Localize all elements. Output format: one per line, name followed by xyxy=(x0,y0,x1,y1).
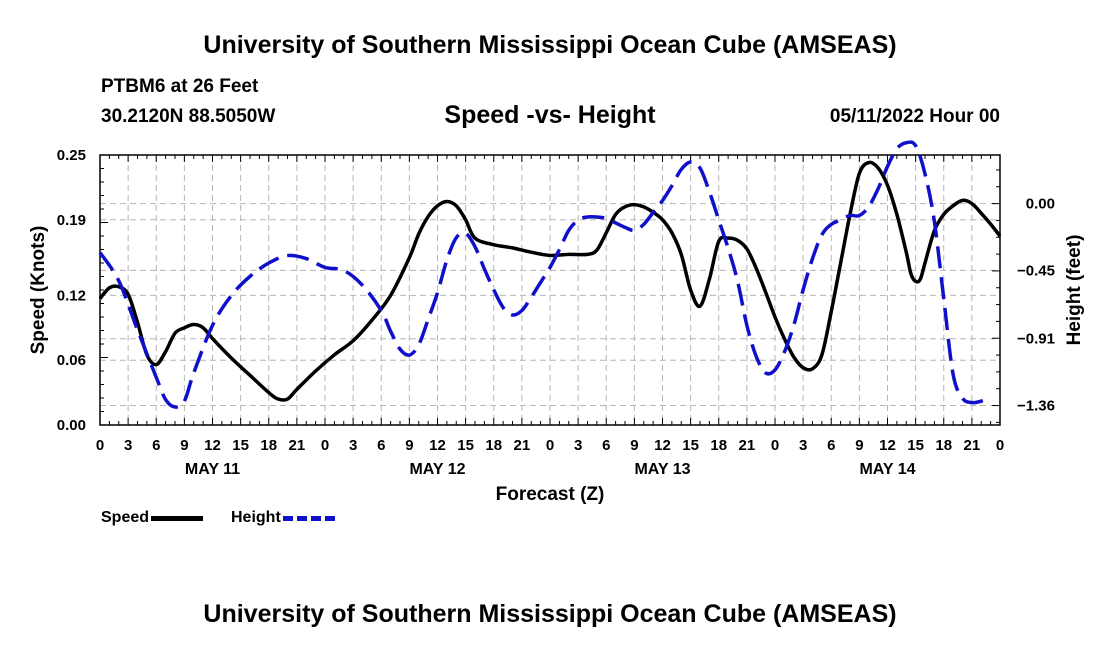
x-tick-label: 9 xyxy=(405,437,413,454)
x-tick-label: 21 xyxy=(289,437,306,454)
y-right-axis-title: Height (feet) xyxy=(1064,235,1085,346)
y-right-tick-label: −0.45 xyxy=(1017,262,1055,279)
x-tick-label: 15 xyxy=(232,437,249,454)
x-tick-label: 3 xyxy=(574,437,582,454)
legend-speed-label: Speed xyxy=(101,509,150,526)
x-tick-label: 0 xyxy=(96,437,104,454)
y-right-tick-label: 0.00 xyxy=(1026,196,1055,213)
x-tick-label: 6 xyxy=(152,437,160,454)
forecast-datetime: 05/11/2022 Hour 00 xyxy=(829,106,1000,127)
x-tick-label: 3 xyxy=(799,437,807,454)
x-tick-label: 21 xyxy=(514,437,531,454)
x-tick-label: 0 xyxy=(321,437,329,454)
gridlines xyxy=(99,154,1001,426)
x-tick-label: 15 xyxy=(682,437,699,454)
series-line-height xyxy=(98,140,992,409)
x-tick-label: 6 xyxy=(827,437,835,454)
x-tick-label: 3 xyxy=(349,437,357,454)
series-line-speed xyxy=(98,160,1002,402)
station-coordinates: 30.2120N 88.5050W xyxy=(101,106,276,127)
y-right-tick-label: −0.91 xyxy=(1017,331,1055,348)
legend-speed-swatch xyxy=(151,515,204,521)
x-day-label: MAY 12 xyxy=(409,461,465,478)
x-day-label: MAY 13 xyxy=(634,461,690,478)
footer-title: University of Southern Mississippi Ocean… xyxy=(203,600,897,628)
x-tick-label: 12 xyxy=(429,437,446,454)
x-tick-label: 12 xyxy=(654,437,671,454)
y-left-axis-title: Speed (Knots) xyxy=(28,226,49,355)
x-tick-label: 21 xyxy=(964,437,981,454)
x-tick-label: 0 xyxy=(996,437,1004,454)
x-tick-label: 15 xyxy=(907,437,924,454)
y-right-tick-label: −1.36 xyxy=(1017,398,1055,415)
x-tick-label: 9 xyxy=(180,437,188,454)
x-tick-label: 15 xyxy=(457,437,474,454)
y-left-tick-label: 0.00 xyxy=(57,417,86,434)
x-tick-label: 12 xyxy=(879,437,896,454)
x-tick-label: 9 xyxy=(855,437,863,454)
x-tick-label: 21 xyxy=(739,437,756,454)
x-tick-label: 0 xyxy=(771,437,779,454)
legend-entry-speed: Speed xyxy=(101,509,204,527)
x-tick-label: 9 xyxy=(630,437,638,454)
chart-main-title: University of Southern Mississippi Ocean… xyxy=(203,31,897,59)
chart-subtitle: Speed -vs- Height xyxy=(444,101,656,129)
x-tick-label: 6 xyxy=(377,437,385,454)
x-tick-label: 18 xyxy=(935,437,952,454)
y-left-tick-label: 0.19 xyxy=(57,212,86,229)
x-tick-label: 18 xyxy=(710,437,727,454)
x-tick-label: 3 xyxy=(124,437,132,454)
legend-height-swatch xyxy=(282,515,335,521)
x-tick-label: 6 xyxy=(602,437,610,454)
legend-height-label: Height xyxy=(231,509,281,526)
x-day-label: MAY 11 xyxy=(185,461,240,478)
x-tick-label: 0 xyxy=(546,437,554,454)
y-left-tick-label: 0.12 xyxy=(57,287,86,304)
x-tick-label: 18 xyxy=(260,437,277,454)
station-label: PTBM6 at 26 Feet xyxy=(101,76,259,97)
y-left-tick-label: 0.25 xyxy=(57,147,86,164)
x-tick-label: 18 xyxy=(485,437,502,454)
y-left-tick-label: 0.06 xyxy=(57,352,86,369)
x-day-label: MAY 14 xyxy=(859,461,915,478)
x-axis-title: Forecast (Z) xyxy=(496,484,605,505)
legend-entry-height: Height xyxy=(231,509,335,527)
x-tick-label: 12 xyxy=(204,437,221,454)
